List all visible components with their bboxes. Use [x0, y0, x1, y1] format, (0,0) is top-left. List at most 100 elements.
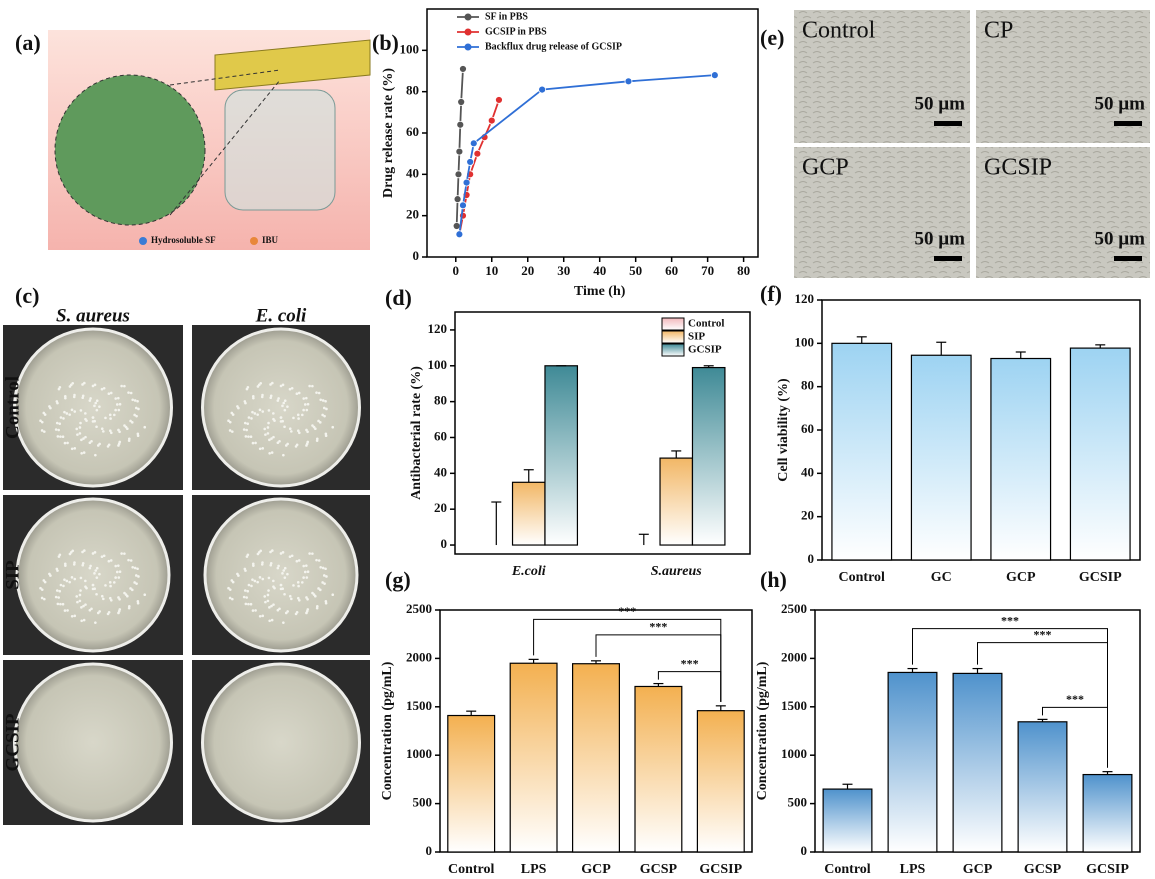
colony	[55, 567, 59, 571]
panel-label: (h)	[760, 567, 787, 592]
colony	[40, 596, 44, 600]
colony	[58, 422, 62, 426]
colony	[231, 430, 234, 433]
colony	[281, 572, 284, 575]
colony	[95, 408, 99, 412]
colony	[84, 435, 87, 439]
colony	[115, 570, 119, 574]
legend-marker	[464, 13, 472, 21]
colony	[127, 391, 130, 394]
series-point	[455, 147, 464, 156]
colony	[61, 602, 65, 606]
colony	[322, 574, 326, 577]
panel-label: (b)	[372, 30, 399, 55]
colony	[73, 614, 77, 618]
colony	[110, 431, 113, 435]
x-axis-label: Time (h)	[574, 284, 626, 299]
colony	[269, 561, 273, 565]
colony	[288, 555, 292, 558]
bar	[511, 481, 546, 546]
colony	[130, 588, 134, 592]
colony	[252, 396, 255, 400]
colony	[292, 584, 295, 587]
colony	[283, 399, 287, 403]
colony	[315, 606, 319, 610]
colony	[242, 595, 246, 599]
colony	[39, 419, 42, 423]
y-tick-label: 80	[434, 393, 447, 408]
colony	[277, 564, 280, 568]
colony	[324, 567, 327, 571]
significance-bracket	[977, 642, 1108, 768]
series-point	[459, 65, 467, 73]
bar	[822, 788, 873, 853]
scale-label: 50 µm	[1094, 93, 1145, 114]
colony	[247, 435, 250, 438]
legend-swatch	[661, 343, 685, 357]
colony	[236, 572, 239, 576]
colony	[247, 416, 251, 419]
colony	[270, 437, 273, 440]
colony	[324, 601, 328, 605]
colony	[296, 429, 300, 433]
colony	[302, 564, 306, 568]
colony	[251, 562, 255, 566]
scale-label: 50 µm	[914, 228, 965, 249]
colony	[66, 441, 69, 445]
colony	[117, 564, 120, 567]
colony	[258, 408, 262, 412]
colony	[70, 447, 74, 451]
row-header: Control	[2, 376, 23, 439]
colony	[263, 595, 267, 598]
colony	[59, 583, 63, 587]
colony	[136, 601, 140, 605]
colony	[318, 588, 322, 592]
colony	[80, 438, 83, 442]
y-tick-label: 20	[406, 207, 419, 222]
colony	[247, 583, 251, 587]
plate	[13, 327, 173, 488]
y-tick-label: 2000	[781, 649, 807, 664]
legend-label: GCSIP in PBS	[485, 26, 547, 37]
colony	[276, 566, 280, 570]
colony	[79, 409, 83, 412]
colony	[106, 445, 110, 448]
colony	[126, 427, 129, 431]
colony	[135, 414, 138, 418]
colony	[118, 430, 121, 434]
bar	[634, 685, 683, 853]
colony	[267, 589, 270, 592]
colony	[266, 432, 270, 435]
bar	[910, 354, 972, 561]
colony	[254, 441, 257, 445]
colony	[81, 563, 85, 567]
colony	[292, 416, 295, 420]
colony	[133, 566, 137, 570]
colony	[129, 391, 133, 395]
colony	[73, 410, 77, 413]
colony	[317, 559, 321, 562]
colony	[80, 606, 83, 609]
colony	[236, 405, 239, 408]
colony	[290, 554, 294, 558]
colony	[100, 594, 104, 598]
colony	[266, 599, 270, 603]
colony	[281, 383, 285, 387]
colony	[331, 425, 335, 429]
colony	[246, 422, 250, 426]
colony	[308, 384, 311, 388]
bar	[509, 662, 558, 853]
colony	[319, 398, 322, 402]
y-tick-label: 500	[413, 795, 433, 810]
colony	[104, 584, 107, 587]
x-tick-label: GCP	[1006, 570, 1036, 585]
colony	[323, 582, 326, 585]
colony	[94, 621, 97, 624]
series-point	[453, 195, 462, 204]
colony	[267, 576, 271, 580]
colony	[82, 604, 85, 608]
colony	[281, 551, 285, 554]
x-tick-label: GCP	[581, 862, 611, 877]
plot-frame	[454, 311, 751, 555]
colony	[126, 594, 129, 598]
